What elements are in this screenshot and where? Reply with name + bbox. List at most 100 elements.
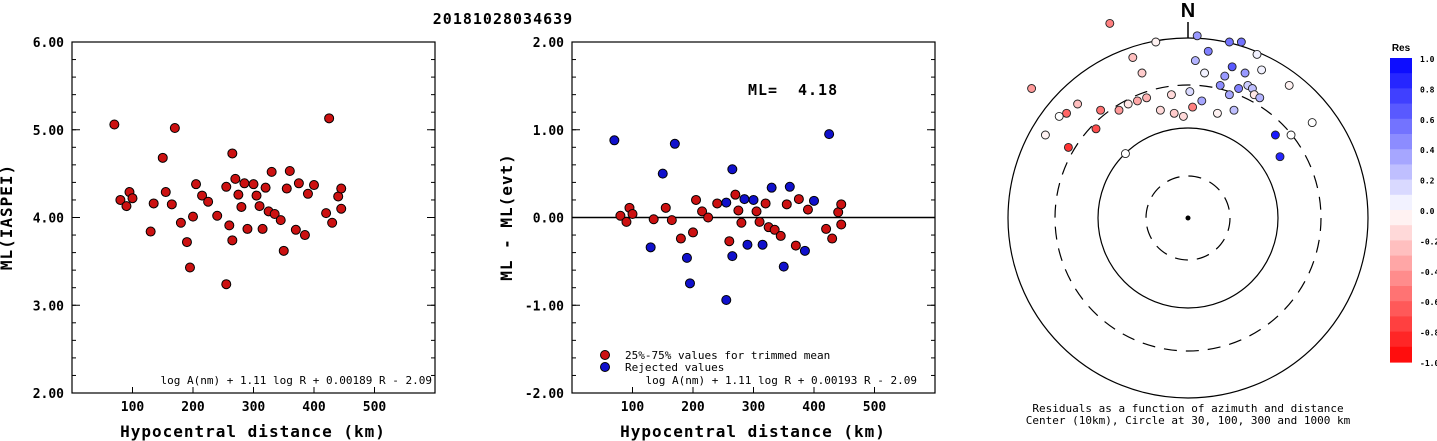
plot2-annotation: log A(nm) + 1.11 log R + 0.00193 R - 2.0… bbox=[645, 374, 917, 387]
plot2-point bbox=[836, 199, 847, 210]
colorbar-segment bbox=[1390, 73, 1412, 89]
plot1-point bbox=[321, 208, 332, 219]
polar-residual-point bbox=[1132, 96, 1142, 106]
plot1-point bbox=[127, 193, 138, 204]
plot1-y-tick-label: 2.00 bbox=[33, 387, 64, 402]
polar-residual-point bbox=[1178, 111, 1188, 121]
colorbar-segment bbox=[1390, 179, 1412, 196]
plot2-point bbox=[739, 194, 750, 205]
colorbar-tick-label: 0.6 bbox=[1420, 116, 1435, 125]
plot1-axis-ticks: 100 200 300 400 500 2.00 3.00 4.00 5.00 6.00 bbox=[33, 36, 435, 415]
plot1-point bbox=[257, 223, 268, 234]
plot1-x-axis-label: Hypocentral distance (km) bbox=[120, 422, 386, 441]
polar-caption-line2: Center (10km), Circle at 30, 100, 300 an… bbox=[1026, 414, 1351, 427]
polar-residual-point bbox=[1270, 130, 1280, 140]
colorbar-segment bbox=[1390, 194, 1412, 211]
plot1-y-axis-label: ML(IASPEI) bbox=[0, 164, 16, 270]
figure-title: 20181028034639 bbox=[433, 10, 573, 28]
plot2-y-tick-label: 0.00 bbox=[533, 212, 564, 227]
plot1-point bbox=[221, 279, 232, 290]
colorbar-tick-label: -0.8 bbox=[1420, 329, 1437, 338]
plot1-point bbox=[254, 201, 265, 212]
polar-residual-point bbox=[1240, 68, 1250, 78]
legend-label-rejected: Rejected values bbox=[625, 361, 724, 374]
plot1-y-tick-label: 3.00 bbox=[33, 299, 64, 314]
plot1-point bbox=[197, 190, 208, 201]
colorbar-segment bbox=[1390, 149, 1412, 165]
plot2-point bbox=[645, 242, 656, 253]
plot2-point bbox=[721, 294, 732, 305]
colorbar-segment bbox=[1390, 164, 1412, 181]
plot1-point bbox=[160, 187, 171, 198]
polar-residual-point bbox=[1224, 37, 1234, 47]
plot1-point bbox=[212, 210, 223, 221]
polar-residual-point bbox=[1054, 111, 1064, 121]
polar-residual-point bbox=[1151, 37, 1161, 47]
plot1-point bbox=[224, 220, 235, 231]
azimuth-residual-chart: N Residuals as a function of azimuth and… bbox=[1007, 0, 1437, 427]
plot1-point bbox=[278, 245, 289, 256]
plot2-point bbox=[836, 219, 847, 230]
plot2-point bbox=[727, 164, 738, 175]
plot2-point bbox=[748, 194, 759, 205]
colorbar-segment bbox=[1390, 134, 1412, 150]
polar-residual-point bbox=[1227, 62, 1237, 72]
plot1-point bbox=[239, 178, 250, 189]
plot1-point bbox=[121, 201, 132, 212]
legend-label-trimmed: 25%-75% values for trimmed mean bbox=[625, 349, 830, 362]
plot2-x-tick-label: 400 bbox=[802, 400, 826, 415]
plot2-x-tick-label: 200 bbox=[681, 400, 705, 415]
plot2-point bbox=[827, 233, 838, 244]
polar-residual-point bbox=[1128, 53, 1138, 62]
plot2-point bbox=[627, 208, 638, 219]
polar-residual-point bbox=[1307, 118, 1317, 128]
plot1-point bbox=[269, 208, 280, 219]
legend-marker-rejected bbox=[600, 362, 610, 372]
plot2-point bbox=[778, 261, 789, 272]
plot2-point bbox=[621, 216, 632, 227]
polar-residual-point bbox=[1155, 105, 1165, 115]
plot1-point bbox=[157, 152, 168, 163]
polar-residual-point bbox=[1229, 105, 1239, 115]
legend-marker-trimmed bbox=[600, 350, 610, 360]
polar-residual-point bbox=[1212, 108, 1222, 118]
plot1-point bbox=[284, 165, 295, 176]
polar-residual-point bbox=[1236, 37, 1246, 47]
plot2-point bbox=[675, 233, 686, 244]
colorbar-tick-label: 0.2 bbox=[1420, 177, 1435, 186]
plot1-point bbox=[148, 198, 159, 209]
polar-residual-point bbox=[1252, 49, 1262, 59]
colorbar-tick-label: -0.6 bbox=[1420, 298, 1437, 307]
plot1-point bbox=[169, 122, 180, 133]
plot1-point bbox=[248, 179, 259, 190]
plot2-point bbox=[657, 168, 668, 179]
colorbar-title: Res bbox=[1392, 43, 1411, 54]
north-label: N bbox=[1181, 0, 1195, 22]
polar-residual-point bbox=[1027, 84, 1037, 93]
plot2-point bbox=[697, 206, 708, 217]
plot1-x-tick-label: 400 bbox=[302, 400, 326, 415]
polar-residual-point bbox=[1284, 80, 1294, 90]
plot2-points bbox=[609, 129, 847, 305]
polar-residual-point bbox=[1063, 142, 1073, 152]
polar-residual-point bbox=[1062, 108, 1072, 118]
colorbar-segment bbox=[1390, 331, 1412, 348]
plot2-point bbox=[724, 236, 735, 247]
colorbar-segment bbox=[1390, 240, 1412, 257]
plot2-point bbox=[691, 194, 702, 205]
plot1-point bbox=[336, 183, 347, 194]
polar-residual-point bbox=[1215, 80, 1225, 90]
colorbar-segment bbox=[1390, 118, 1412, 135]
plot1-point bbox=[203, 196, 214, 207]
plot2-point bbox=[775, 230, 786, 241]
polar-residual-point bbox=[1286, 130, 1296, 140]
plot1-frame bbox=[71, 41, 436, 394]
plot1-point bbox=[281, 183, 292, 194]
residual-distance-chart: 100 200 300 400 500 -2.00 -1.00 0.00 1.00 2.00 ML… bbox=[497, 36, 936, 441]
plot2-point bbox=[799, 245, 810, 256]
plot2-point bbox=[757, 239, 768, 250]
polar-residual-point bbox=[1096, 105, 1106, 115]
plot2-y-tick-label: 1.00 bbox=[533, 124, 564, 139]
colorbar-segment bbox=[1390, 88, 1412, 105]
